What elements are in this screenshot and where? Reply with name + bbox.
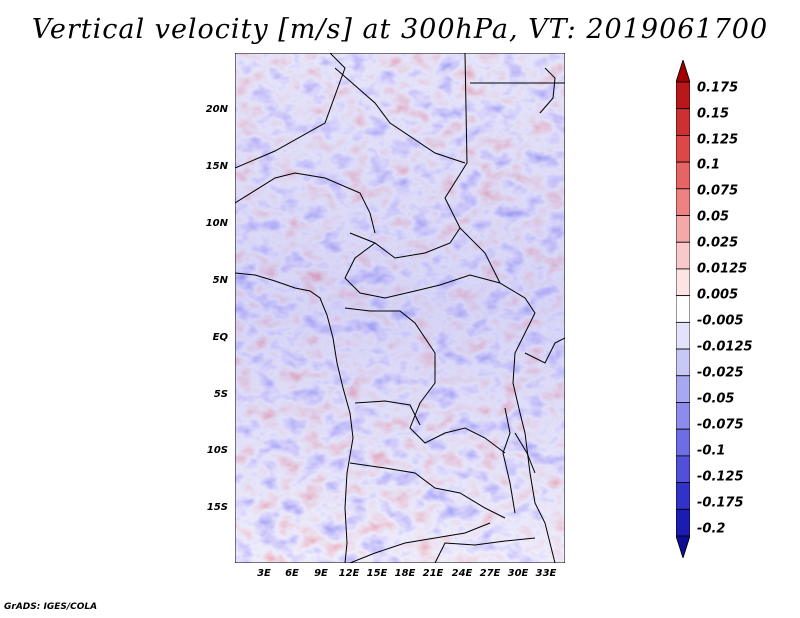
lat-tick-5s: 5S <box>213 389 228 400</box>
colorbar-cell <box>676 108 690 136</box>
colorbar-label: 0.175 <box>697 80 739 96</box>
colorbar-label: 0.0125 <box>697 261 748 277</box>
colorbar-cell <box>676 348 690 377</box>
colorbar-cell <box>676 482 690 510</box>
lon-tick-9e: 9E <box>314 568 328 579</box>
lat-tick-10s: 10S <box>206 445 228 456</box>
colorbar-cell <box>676 135 690 163</box>
lon-tick-27e: 27E <box>479 568 501 579</box>
colorbar-cell <box>676 321 690 350</box>
colorbar-cell <box>676 215 690 243</box>
colorbar-cell <box>676 535 690 558</box>
lon-tick-15e: 15E <box>366 568 388 579</box>
lon-tick-18e: 18E <box>394 568 416 579</box>
colorbar-cell <box>676 455 690 483</box>
colorbar-label: 0.075 <box>697 183 739 199</box>
lon-tick-33e: 33E <box>535 568 557 579</box>
map-title: Vertical velocity [m/s] at 300hPa, VT: 2… <box>31 14 769 45</box>
lon-tick-24e: 24E <box>451 568 473 579</box>
colorbar-label: -0.125 <box>697 469 744 485</box>
colorbar-label: -0.0125 <box>697 339 753 355</box>
velocity-map <box>235 53 565 563</box>
colorbar-cell <box>676 375 690 403</box>
colorbar-cell <box>676 60 690 83</box>
colorbar-label: -0.1 <box>697 443 726 459</box>
colorbar-cell <box>676 161 690 190</box>
colorbar-label: 0.025 <box>697 235 739 251</box>
colorbar-cell <box>676 241 690 270</box>
colorbar-label: 0.15 <box>697 106 730 122</box>
lon-tick-3e: 3E <box>257 568 271 579</box>
colorbar-label: 0.125 <box>697 132 739 148</box>
lat-tick-20n: 20N <box>205 104 228 115</box>
colorbar-label: -0.2 <box>697 521 726 537</box>
lat-tick-15s: 15S <box>206 502 228 513</box>
lon-tick-30e: 30E <box>507 568 529 579</box>
colorbar-label: -0.175 <box>697 495 744 511</box>
colorbar-cell <box>676 268 690 297</box>
colorbar-label: 0.1 <box>697 157 721 173</box>
colorbar-cell <box>676 428 690 457</box>
colorbar-cell <box>676 402 690 430</box>
colorbar-cell <box>676 295 690 323</box>
colorbar-label: 0.05 <box>697 209 730 225</box>
lat-tick-10n: 10N <box>205 218 228 229</box>
colorbar-label: -0.005 <box>697 313 744 329</box>
footer-credit: GrADS: IGES/COLA <box>4 602 98 612</box>
lon-tick-6e: 6E <box>285 568 299 579</box>
colorbar <box>676 60 690 558</box>
colorbar-cell <box>676 81 690 110</box>
lat-tick-5n: 5N <box>212 275 228 286</box>
colorbar-label: -0.075 <box>697 417 744 433</box>
lat-tick-15n: 15N <box>205 161 228 172</box>
colorbar-label: 0.005 <box>697 287 739 303</box>
colorbar-label: -0.025 <box>697 365 744 381</box>
lat-tick-eq: EQ <box>212 332 228 343</box>
colorbar-cell <box>676 508 690 537</box>
country-borders <box>235 53 565 563</box>
colorbar-label: -0.05 <box>697 391 735 407</box>
lon-tick-12e: 12E <box>338 568 360 579</box>
lon-tick-21e: 21E <box>422 568 444 579</box>
colorbar-cell <box>676 188 690 216</box>
